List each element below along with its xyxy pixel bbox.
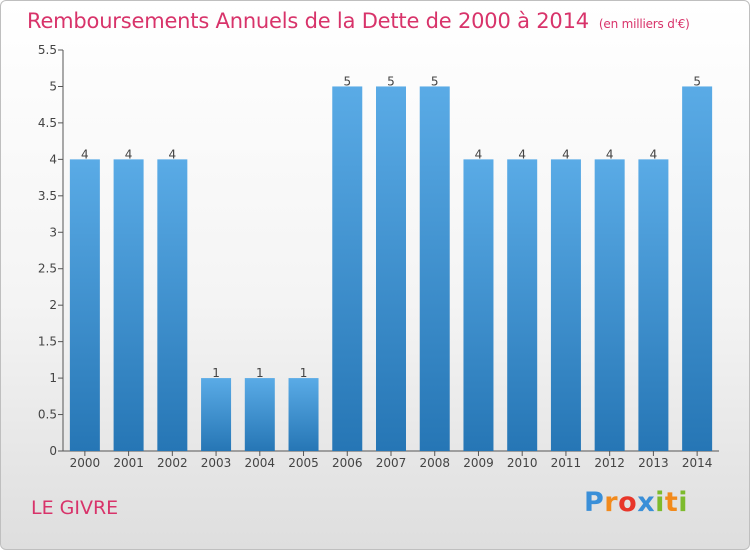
x-tick-label: 2014: [682, 456, 713, 470]
bar-2011: [550, 159, 581, 451]
x-tick-label: 2005: [288, 456, 319, 470]
bar-2004: [244, 378, 275, 451]
x-tick-label: 2007: [376, 456, 407, 470]
data-label: 4: [125, 147, 133, 161]
proxiti-logo: Proxiti: [584, 487, 688, 518]
y-tick-label: 5.5: [38, 43, 57, 57]
bar-2013: [638, 159, 669, 451]
logo-letter: r: [604, 487, 619, 518]
bar-2012: [594, 159, 625, 451]
bar-2002: [157, 159, 188, 451]
data-label: 4: [169, 147, 177, 161]
x-tick-label: 2003: [201, 456, 232, 470]
bar-2010: [507, 159, 538, 451]
data-label: 4: [518, 147, 526, 161]
logo-letter: i: [655, 487, 665, 518]
x-tick-label: 2010: [507, 456, 538, 470]
x-tick-label: 2002: [157, 456, 188, 470]
bar-2005: [288, 378, 319, 451]
y-tick-label: 0: [49, 444, 57, 458]
logo-letter: t: [664, 487, 679, 518]
bar-2008: [419, 86, 450, 452]
data-label: 4: [475, 147, 483, 161]
x-tick-label: 2001: [113, 456, 144, 470]
x-tick-label: 2011: [551, 456, 582, 470]
data-label: 1: [212, 366, 220, 380]
y-tick-label: 3: [49, 225, 57, 239]
y-tick-label: 1: [49, 371, 57, 385]
data-label: 4: [650, 147, 658, 161]
x-tick-label: 2013: [638, 456, 669, 470]
bar-2009: [463, 159, 494, 451]
bar-2003: [201, 378, 232, 451]
y-tick-label: 2.5: [38, 262, 57, 276]
bar-2001: [113, 159, 144, 451]
x-tick-label: 2012: [594, 456, 625, 470]
x-tick-label: 2004: [245, 456, 276, 470]
chart-title: Remboursements Annuels de la Dette de 20…: [27, 9, 690, 33]
data-label: 1: [256, 366, 264, 380]
commune-name: LE GIVRE: [31, 497, 119, 519]
bar-2014: [682, 86, 713, 452]
data-label: 4: [562, 147, 570, 161]
bar-2006: [332, 86, 363, 452]
data-label: 5: [387, 74, 395, 88]
y-tick-label: 2: [49, 298, 57, 312]
y-tick-label: 0.5: [38, 408, 57, 422]
chart-title-unit: (en milliers d'€): [598, 17, 690, 31]
y-tick-label: 4.5: [38, 116, 57, 130]
x-tick-label: 2008: [419, 456, 450, 470]
logo-letter: P: [584, 487, 605, 518]
bar-2000: [69, 159, 100, 451]
data-label: 5: [431, 74, 439, 88]
y-tick-label: 1.5: [38, 335, 57, 349]
y-tick-label: 3.5: [38, 189, 57, 203]
logo-letter: i: [678, 487, 689, 518]
bar-2007: [376, 86, 406, 452]
x-tick-label: 2009: [463, 456, 494, 470]
data-label: 5: [343, 74, 351, 88]
y-tick-label: 4: [49, 152, 57, 166]
logo-letter: x: [637, 487, 656, 518]
data-label: 1: [300, 366, 308, 380]
data-label: 4: [606, 147, 614, 161]
logo-letter: o: [618, 487, 638, 518]
x-tick-label: 2000: [70, 456, 101, 470]
data-label: 5: [693, 74, 701, 88]
data-label: 4: [81, 147, 89, 161]
chart-title-text: Remboursements Annuels de la Dette de 20…: [27, 9, 589, 33]
y-tick-label: 5: [49, 79, 57, 93]
x-tick-label: 2006: [332, 456, 363, 470]
